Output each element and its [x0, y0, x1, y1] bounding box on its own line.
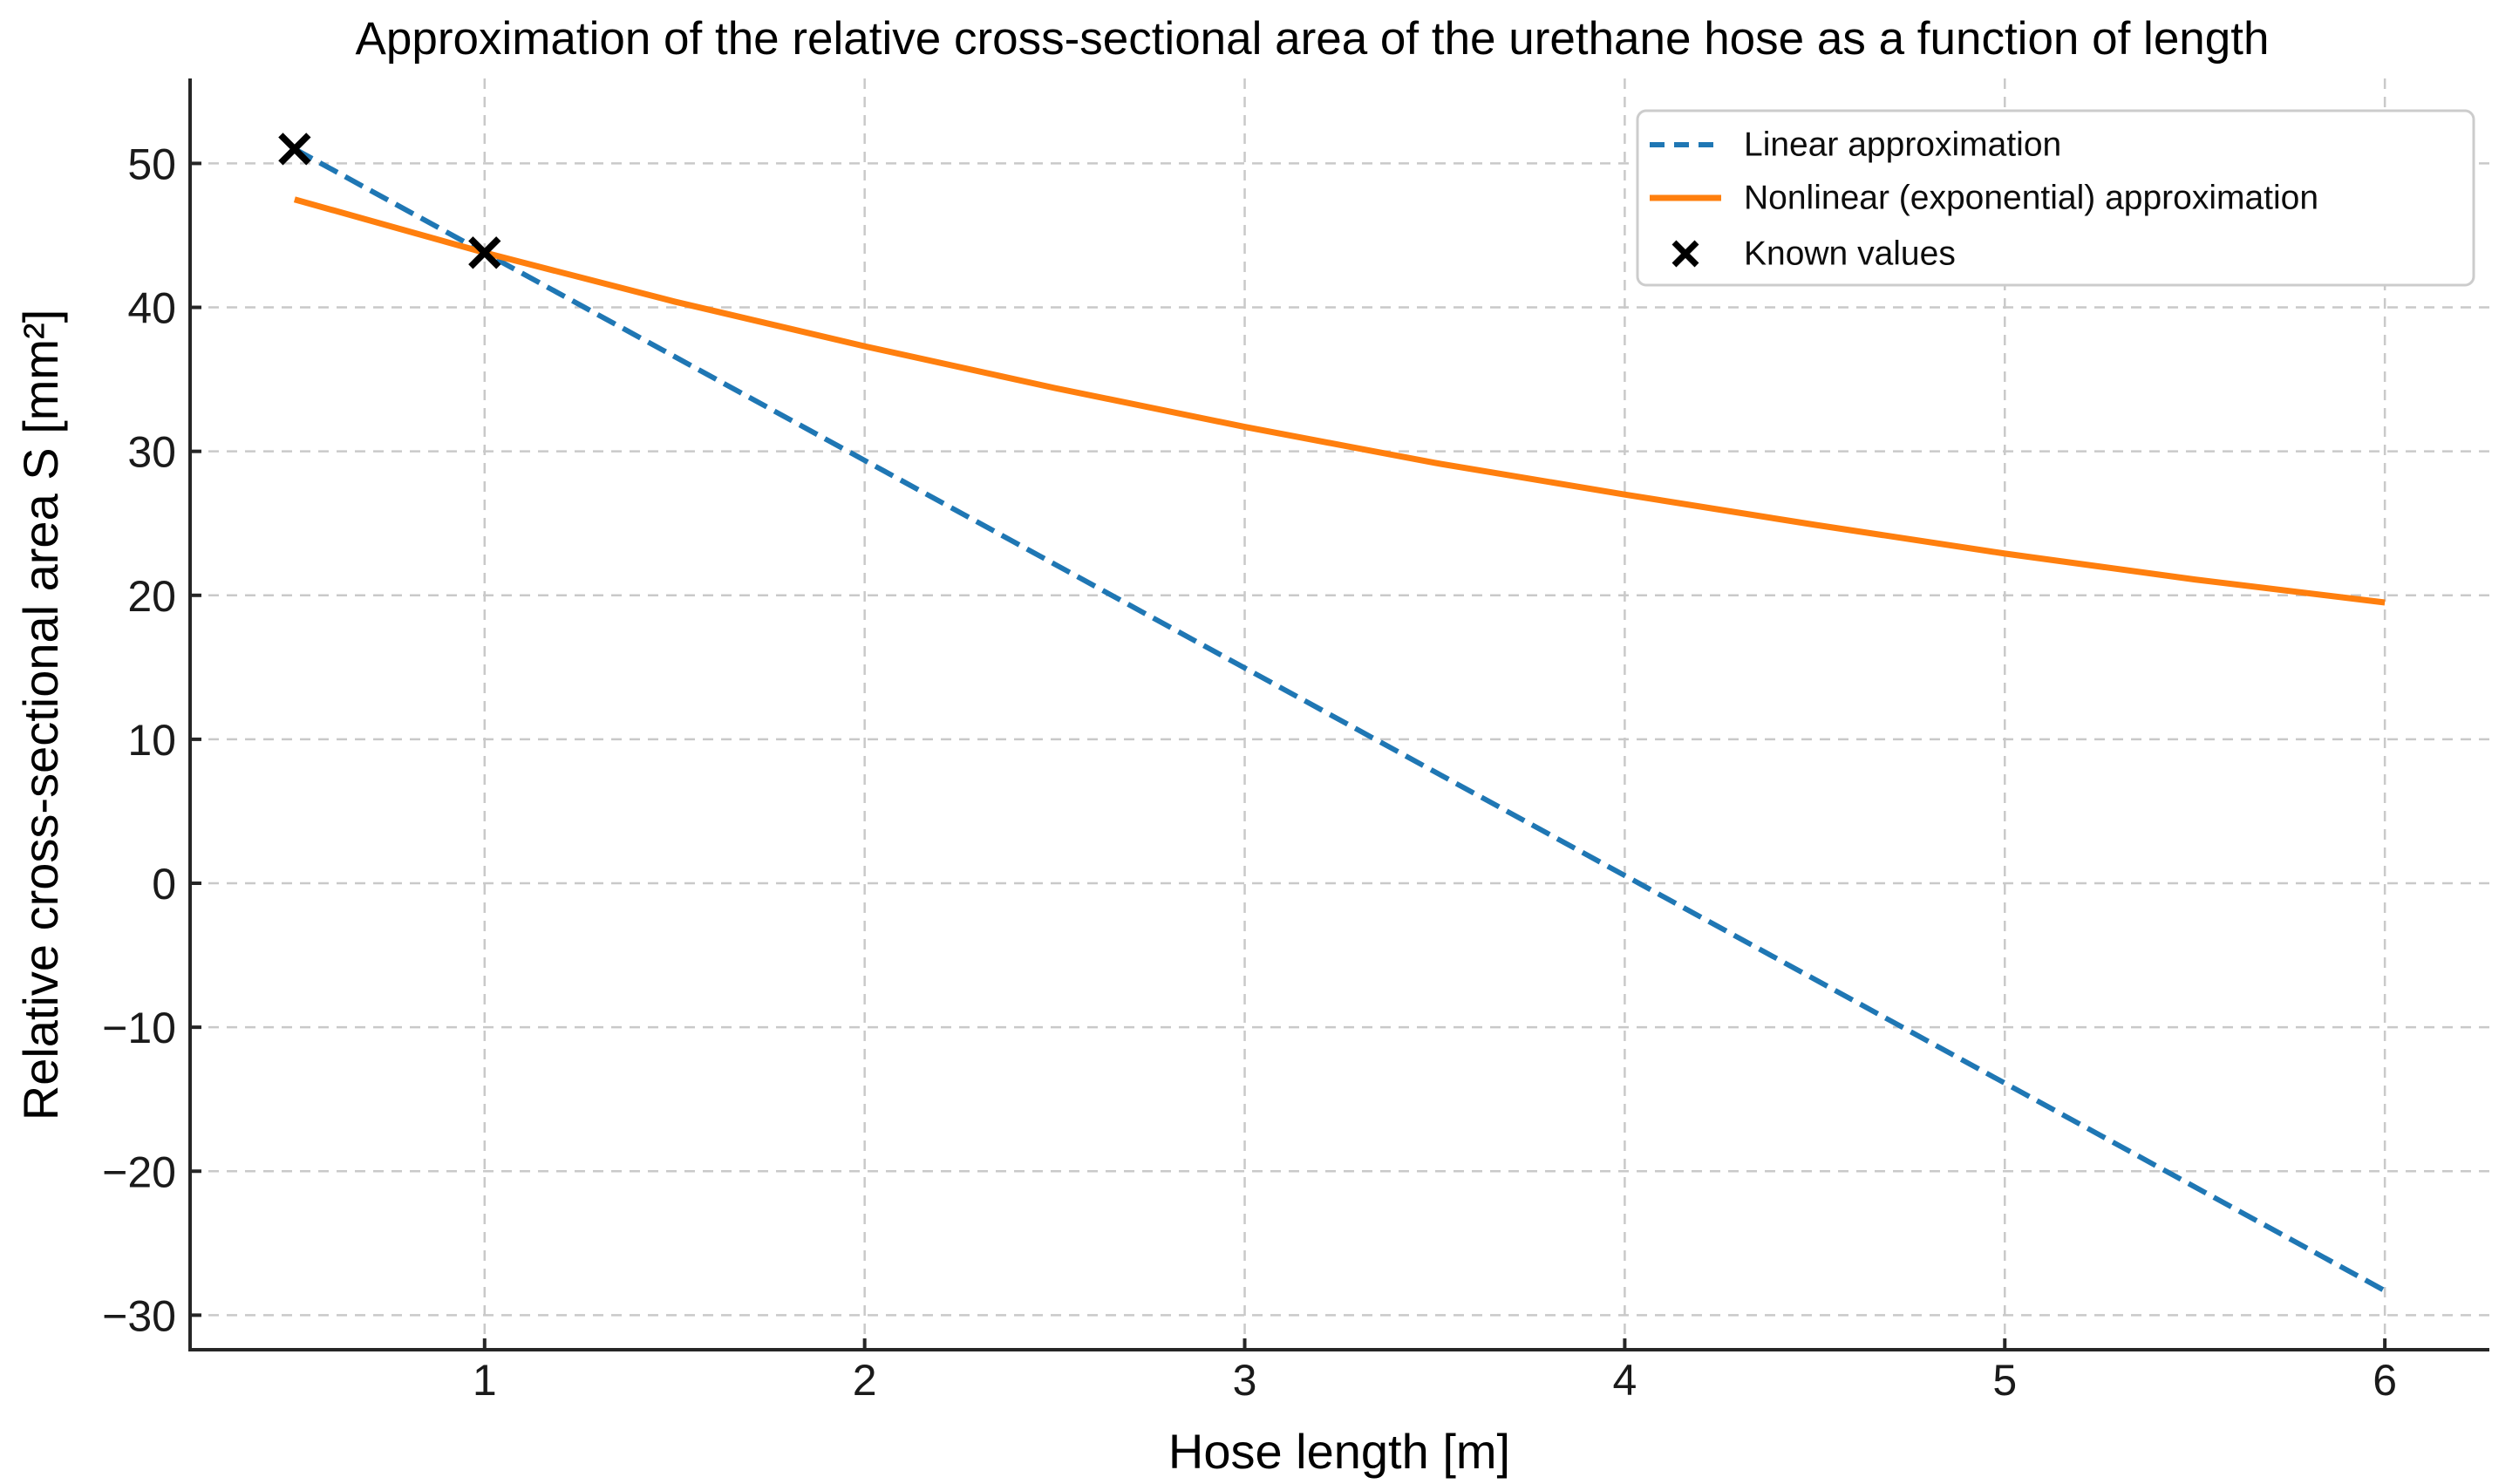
y-axis-label: Relative cross-sectional area S [mm²]	[13, 310, 68, 1121]
x-tick-label: 4	[1612, 1356, 1637, 1405]
known-values-series	[278, 133, 501, 269]
x-tick-label: 2	[853, 1356, 877, 1405]
axes: 1 2 3 4 5 6 50 40 30 20 10 0 −10 −20 −30	[102, 78, 2489, 1405]
nonlinear-exponential-approximation-series	[293, 196, 2386, 606]
legend-box	[1636, 109, 2475, 287]
y-tick-label: −20	[102, 1147, 176, 1196]
x-axis-label: Hose length [m]	[1168, 1424, 1510, 1479]
linear-approximation-line	[293, 146, 2386, 1293]
x-tick-label: 5	[1992, 1356, 2017, 1405]
y-tick-label: 40	[127, 284, 176, 333]
x-tick-label: 6	[2373, 1356, 2397, 1405]
nonlinear-exponential-approximation-line	[293, 196, 2386, 606]
chart-title: Approximation of the relative cross-sect…	[356, 13, 2270, 65]
x-tick-label: 3	[1233, 1356, 1257, 1405]
legend-label-nonlinear: Nonlinear (exponential) approximation	[1744, 180, 2318, 217]
gridlines	[190, 78, 2489, 1350]
y-tick-label: 10	[127, 716, 176, 765]
legend-label-linear: Linear approximation	[1744, 126, 2061, 164]
x-tick-label: 1	[473, 1356, 497, 1405]
legend: Linear approximation Nonlinear (exponent…	[1636, 109, 2475, 287]
y-tick-label: −10	[102, 1004, 176, 1052]
known-value-marker-icon	[278, 133, 311, 166]
y-tick-label: 50	[127, 140, 176, 188]
linear-approximation-series	[293, 146, 2386, 1293]
series-layer	[278, 133, 2386, 1293]
y-tick-label: 0	[152, 860, 176, 909]
y-tick-label: 30	[127, 428, 176, 477]
legend-sample-x-marker-icon	[1671, 240, 1699, 268]
y-tick-label: −30	[102, 1291, 176, 1340]
legend-label-known-values: Known values	[1744, 235, 1956, 273]
y-tick-label: 20	[127, 572, 176, 621]
known-value-marker-icon	[468, 236, 501, 269]
